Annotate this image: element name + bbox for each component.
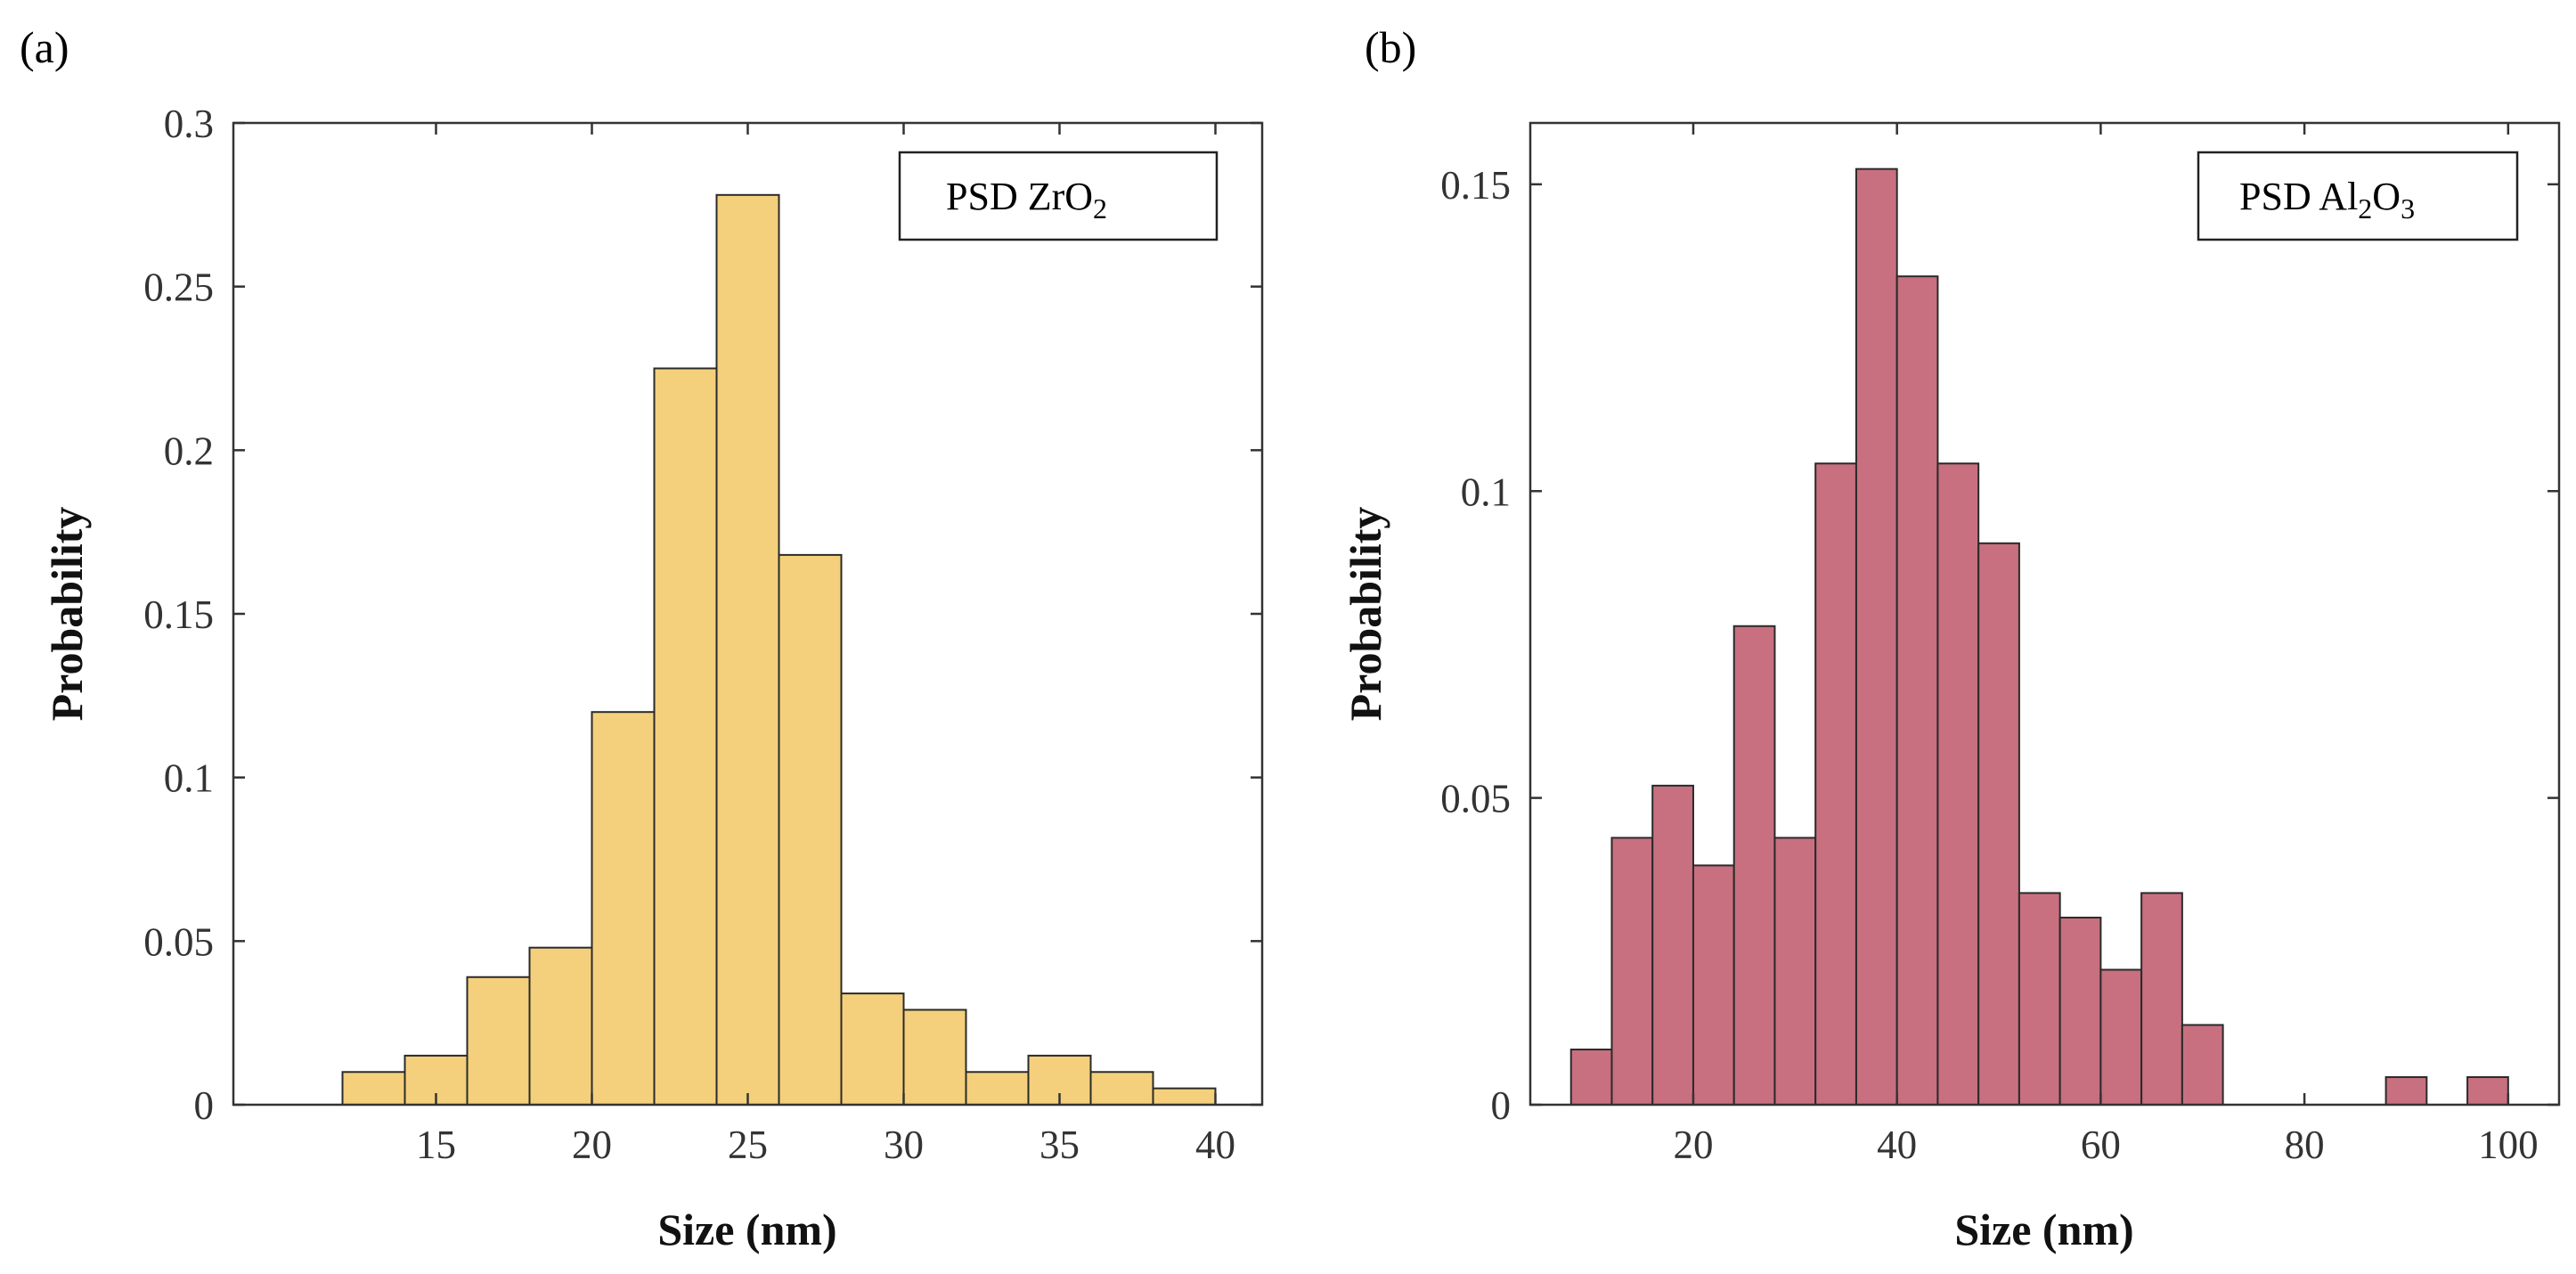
histogram-bar-a-12 [1089, 1071, 1154, 1107]
legend-box-a [898, 151, 1219, 241]
histogram-bar-b-2 [1651, 784, 1694, 1106]
histogram-bar-a-4 [591, 711, 656, 1106]
histogram-bar-b-11 [2018, 892, 2061, 1106]
histogram-bar-a-9 [902, 1009, 967, 1107]
x-tick-label-b-4: 100 [2478, 1123, 2539, 1167]
histogram-bar-b-8 [1895, 275, 1939, 1106]
histogram-bar-a-10 [965, 1071, 1030, 1107]
plot-frame-b [1528, 121, 2561, 1107]
y-tick-label-a-6: 0.3 [164, 102, 214, 146]
legend-text-a: PSD ZrO2 [946, 175, 1107, 225]
panel-label-b: (b) [1365, 22, 1416, 72]
x-tick-label-a-5: 40 [1195, 1123, 1235, 1167]
legend-b: PSD Al2O3 [2197, 151, 2519, 241]
x-tick-label-b-2: 60 [2081, 1123, 2121, 1167]
x-axis-title-b: Size (nm) [1954, 1205, 2133, 1254]
histogram-bar-b-10 [1977, 542, 2020, 1106]
panel-label-a: (a) [20, 22, 69, 72]
histogram-bar-b-0 [1569, 1049, 1613, 1106]
histogram-bar-b-7 [1855, 167, 1898, 1106]
y-tick-label-a-0: 0 [194, 1083, 215, 1128]
x-axis-title-a: Size (nm) [657, 1205, 836, 1254]
y-tick-label-a-4: 0.2 [164, 429, 214, 473]
legend-box-b [2197, 151, 2519, 241]
histogram-bar-b-13 [2099, 968, 2143, 1106]
y-axis-title-b: Probability [1341, 507, 1390, 722]
histogram-bar-b-22 [2466, 1076, 2509, 1106]
histogram-bar-a-7 [778, 553, 843, 1106]
y-tick-label-b-2: 0.1 [1461, 470, 1511, 514]
y-tick-label-a-1: 0.05 [143, 919, 214, 964]
y-tick-label-b-3: 0.15 [1440, 163, 1511, 208]
histogram-bar-a-13 [1152, 1087, 1217, 1106]
histogram-bar-b-12 [2058, 916, 2102, 1107]
bars-a [341, 193, 1217, 1107]
histogram-bar-b-4 [1732, 625, 1776, 1106]
histogram-bar-a-8 [840, 992, 905, 1107]
x-tick-label-b-3: 80 [2285, 1123, 2325, 1167]
histogram-bar-b-9 [1936, 462, 1980, 1106]
histogram-bar-a-3 [528, 946, 593, 1107]
y-tick-label-a-5: 0.25 [143, 265, 214, 310]
ticks-a: 15 20 25 30 35 40 0 0.05 0.1 0.15 0.2 0.25 0.3 [143, 102, 1262, 1167]
histogram-bar-b-1 [1610, 837, 1654, 1106]
y-tick-label-a-2: 0.1 [164, 756, 214, 801]
legend-text-b: PSD Al2O3 [2239, 175, 2415, 225]
y-axis-title-a: Probability [42, 507, 92, 722]
legend-a: PSD ZrO2 [898, 151, 1219, 241]
histogram-bar-b-6 [1814, 462, 1857, 1106]
histogram-bar-b-3 [1692, 864, 1735, 1106]
y-tick-label-b-0: 0 [1491, 1083, 1512, 1128]
histogram-bar-b-15 [2181, 1024, 2224, 1107]
histogram-bar-b-14 [2140, 892, 2183, 1106]
histogram-bar-a-5 [653, 367, 718, 1106]
histogram-bar-b-20 [2384, 1076, 2428, 1106]
x-tick-label-b-0: 20 [1673, 1123, 1713, 1167]
bars-b [1569, 167, 2509, 1107]
x-tick-label-a-4: 35 [1039, 1123, 1080, 1167]
histogram-bar-b-5 [1773, 837, 1817, 1106]
x-tick-label-a-3: 30 [884, 1123, 924, 1167]
histogram-bar-a-6 [715, 193, 780, 1106]
x-tick-label-a-0: 15 [416, 1123, 456, 1167]
y-tick-label-a-3: 0.15 [143, 592, 214, 637]
y-tick-label-b-1: 0.05 [1440, 777, 1511, 821]
histogram-bar-a-0 [341, 1071, 406, 1107]
x-tick-label-b-1: 40 [1877, 1123, 1917, 1167]
ticks-b: 20 40 60 80 100 0 0.05 0.1 0.15 [1440, 123, 2559, 1167]
chart-a: (a) 15 20 25 30 35 40 0 0.05 0.1 0.15 0.2 0.25 0.3 S… [20, 22, 1264, 1254]
histogram-bar-a-2 [466, 976, 531, 1106]
x-tick-label-a-1: 20 [572, 1123, 612, 1167]
x-tick-label-a-2: 25 [728, 1123, 768, 1167]
chart-b: (b) 20 40 60 80 100 0 0.05 0.1 0.15 Size (nm) Pr… [1341, 22, 2561, 1254]
